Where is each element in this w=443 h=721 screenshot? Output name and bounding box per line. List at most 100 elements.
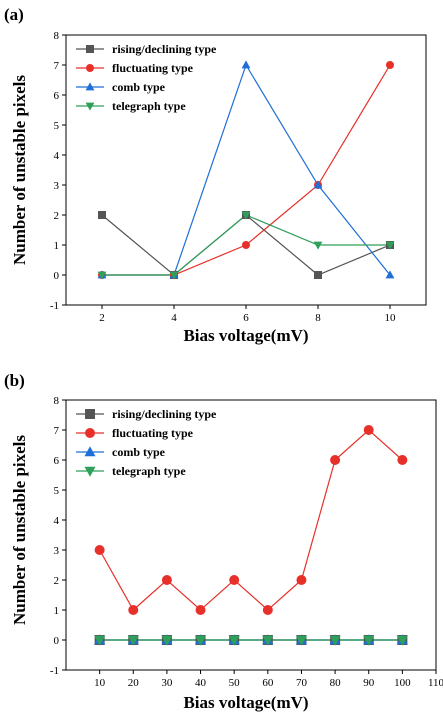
legend-label: comb type [112,80,166,94]
x-tick-label: 2 [99,312,105,324]
x-tick-label: 10 [385,312,397,324]
y-tick-label: 8 [54,30,60,42]
data-point-circle [330,455,341,465]
data-point-triangle-down [228,635,240,646]
legend-label: telegraph type [112,464,186,478]
data-point-triangle-down [295,635,307,646]
legend-marker-triangle-up [85,82,95,91]
data-point-circle [296,575,307,585]
data-point-circle [363,425,374,435]
y-tick-label: -1 [50,300,59,312]
y-tick-label: 2 [54,210,60,222]
plot-frame-a [65,34,427,306]
x-tick-label: 8 [315,312,321,324]
data-point-square [98,211,106,219]
x-axis-title-b: Bias voltage(mV) [183,693,308,712]
x-tick-label: 100 [394,677,411,689]
y-tick-label: 1 [54,240,60,252]
x-tick-label: 10 [94,677,106,689]
legend-marker-triangle-down [85,102,95,111]
x-axis-title-a: Bias voltage(mV) [183,326,308,345]
legend-marker-triangle-down [84,466,96,477]
y-tick-label: 0 [54,270,60,282]
x-tick-label: 70 [296,677,308,689]
y-tick-label: -1 [50,665,59,677]
x-tick-label: 90 [363,677,375,689]
legend-a: rising/declining type fluctuating type com… [76,42,217,113]
panel-label-b: (b) [4,371,25,390]
data-point-triangle-up [385,270,395,279]
data-point-triangle-down [127,635,139,646]
y-tick-label: 2 [54,575,60,587]
data-point-circle [128,605,139,615]
panel-b: (b) Number of unstable pixels Bias volta… [4,371,443,712]
data-point-circle [229,575,240,585]
y-tick-label: 5 [54,485,60,497]
data-point-triangle-down [195,635,207,646]
data-point-circle [386,61,394,69]
y-tick-label: 0 [54,635,60,647]
y-tick-label: 5 [54,120,60,132]
data-point-triangle-down [396,635,408,646]
data-point-triangle-down [241,211,251,220]
data-point-triangle-down [169,271,179,280]
y-axis-title-b: Number of unstable pixels [10,435,29,625]
x-tick-label: 20 [128,677,140,689]
x-tick-label: 50 [229,677,241,689]
data-point-triangle-up [241,60,251,69]
data-point-triangle-down [97,271,107,280]
y-tick-label: 4 [54,515,60,527]
legend-marker-square [85,409,95,419]
panel-label-a: (a) [4,5,24,24]
legend-label: fluctuating type [112,426,194,440]
y-tick-label: 8 [54,395,60,407]
series-line-circle [99,429,403,611]
legend-label: rising/declining type [112,407,217,421]
y-tick-label: 6 [54,455,60,467]
x-tick-label: 6 [243,312,249,324]
data-point-circle [242,241,250,249]
legend-label: telegraph type [112,99,186,113]
ticks-b: -1 0 1 2 3 4 5 6 7 8 10 20 30 40 50 60 70 80 90 100 110 [50,395,443,689]
y-tick-label: 3 [54,545,60,557]
y-tick-label: 6 [54,90,60,102]
legend-marker-circle [85,428,95,438]
legend-b: rising/declining type fluctuating type com… [76,407,217,478]
legend-marker-triangle-up [84,446,96,457]
x-tick-label: 80 [330,677,342,689]
x-tick-label: 4 [171,312,177,324]
panel-a: (a) Number of unstable pixels Bias volta… [4,5,427,345]
legend-marker-circle [86,64,94,72]
series-layer-a [97,60,395,280]
plot-frame-b [65,399,437,671]
y-tick-label: 7 [54,425,60,437]
legend-marker-square [86,45,94,53]
data-point-circle [397,455,408,465]
data-point-triangle-down [161,635,173,646]
data-point-triangle-down [94,635,106,646]
data-point-circle [262,605,273,615]
ticks-a: -1 0 1 2 3 4 5 6 7 8 2 4 6 8 10 [50,30,396,324]
data-point-triangle-down [363,635,375,646]
y-axis-title-a: Number of unstable pixels [10,75,29,265]
data-point-triangle-up [313,180,323,189]
data-point-triangle-down [262,635,274,646]
x-tick-label: 60 [262,677,274,689]
data-point-square [314,271,322,279]
x-tick-label: 40 [195,677,207,689]
data-point-triangle-down [313,241,323,250]
data-point-triangle-down [329,635,341,646]
data-point-circle [94,545,105,555]
legend-label: rising/declining type [112,42,217,56]
y-tick-label: 7 [54,60,60,72]
data-point-triangle-down [385,241,395,250]
data-point-circle [195,605,206,615]
x-tick-label: 110 [428,677,443,689]
y-tick-label: 1 [54,605,60,617]
x-tick-label: 30 [161,677,173,689]
legend-label: comb type [112,445,166,459]
y-tick-label: 3 [54,180,60,192]
data-point-circle [161,575,172,585]
legend-label: fluctuating type [112,61,194,75]
